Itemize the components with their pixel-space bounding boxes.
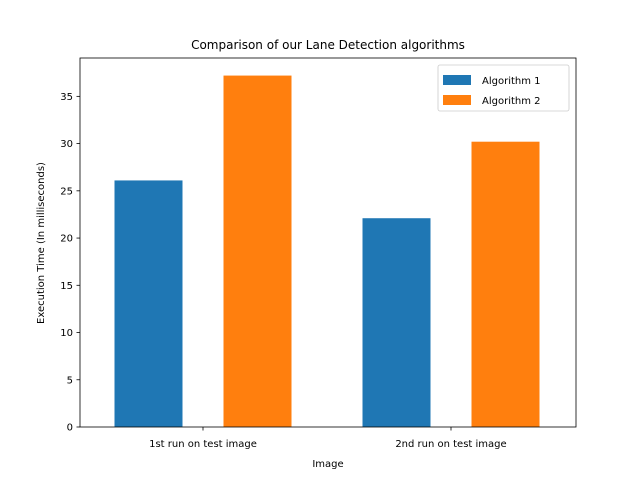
chart-title: Comparison of our Lane Detection algorit… — [191, 38, 465, 52]
y-tick-label: 15 — [60, 281, 73, 292]
y-tick-label: 20 — [60, 234, 73, 245]
y-axis-label: Execution Time (In milliseconds) — [36, 162, 47, 324]
legend-label: Algorithm 2 — [482, 96, 541, 107]
legend-swatch — [443, 95, 471, 105]
bar-algorithm-1-2 — [362, 218, 431, 427]
bars-group — [114, 75, 540, 428]
y-tick-label: 30 — [60, 139, 73, 150]
legend-swatch — [443, 75, 471, 85]
bar-algorithm-2-2 — [471, 141, 540, 428]
y-axis: 0 5 10 15 20 25 30 35 — [60, 92, 80, 434]
x-tick-label: 2nd run on test image — [395, 439, 506, 450]
y-tick-label: 5 — [67, 375, 73, 386]
legend-label: Algorithm 1 — [482, 76, 541, 87]
y-tick-label: 10 — [60, 328, 73, 339]
y-tick-label: 35 — [60, 92, 73, 103]
bar-algorithm-1-1 — [114, 180, 183, 427]
plot-frame — [79, 57, 577, 428]
y-tick-label: 0 — [67, 423, 73, 434]
bar-algorithm-2-1 — [223, 75, 292, 428]
legend: Algorithm 1 Algorithm 2 — [437, 64, 570, 112]
x-axis: 1st run on test image 2nd run on test ima… — [149, 427, 507, 450]
x-tick-label: 1st run on test image — [149, 439, 257, 450]
y-tick-label: 25 — [60, 186, 73, 197]
x-axis-label: Image — [312, 459, 343, 470]
